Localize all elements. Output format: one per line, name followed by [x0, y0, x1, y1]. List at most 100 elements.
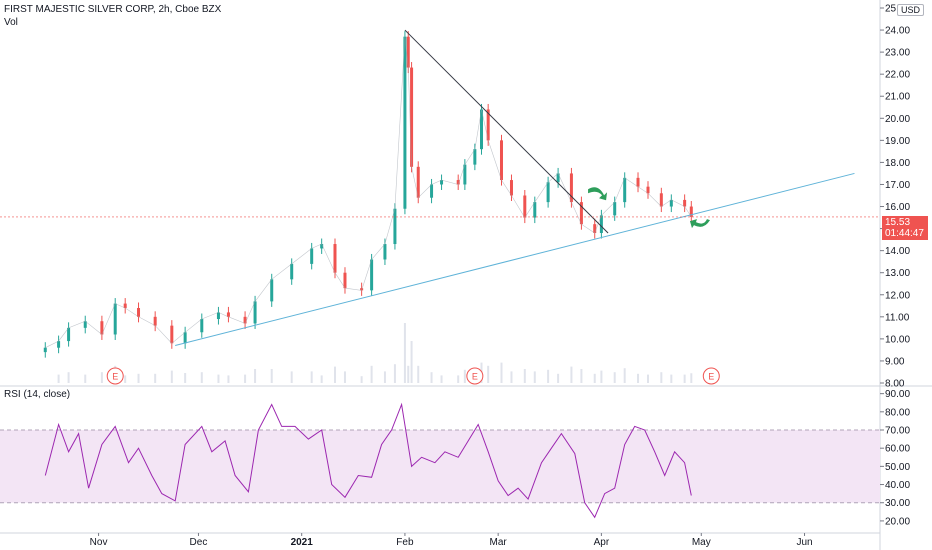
- chart-title: FIRST MAJESTIC SILVER CORP, 2h, Cboe BZX: [4, 4, 222, 15]
- candle-body: [290, 263, 294, 280]
- price-tick-label: 18.00: [885, 158, 910, 169]
- arrow-icon: [689, 219, 710, 229]
- volume-bar: [383, 371, 386, 383]
- candle-body: [440, 180, 444, 185]
- candle-body: [100, 321, 104, 335]
- volume-bar: [623, 368, 626, 383]
- volume-bar: [593, 373, 596, 383]
- candle-body: [613, 202, 617, 216]
- price-tick-label: 19.00: [885, 136, 910, 147]
- candle-body: [623, 177, 627, 203]
- earnings-marker-label: E: [112, 372, 118, 382]
- candle-body: [646, 186, 650, 194]
- price-tick-label: 21.00: [885, 92, 910, 103]
- time-tick-label: Nov: [90, 537, 108, 548]
- bar-countdown: 01:44:47: [885, 228, 924, 239]
- time-tick-label: 2021: [291, 537, 314, 548]
- candle-body: [243, 316, 247, 324]
- volume-bar: [500, 362, 503, 383]
- volume-label: Vol: [4, 17, 18, 28]
- volume-bar: [244, 374, 247, 383]
- time-tick-label: Dec: [190, 537, 208, 548]
- candle-body: [473, 149, 477, 165]
- volume-bar: [430, 372, 433, 383]
- candle-body: [216, 312, 220, 320]
- volume-bar: [457, 375, 460, 383]
- volume-bar: [254, 369, 257, 383]
- volume-bar: [310, 371, 313, 383]
- volume-bar: [523, 369, 526, 383]
- volume-bar: [227, 375, 230, 383]
- volume-bar: [440, 375, 443, 383]
- price-tick-label: 9.00: [885, 356, 905, 367]
- candle-body: [383, 244, 387, 260]
- candle-body: [403, 36, 407, 209]
- volume-bar: [290, 371, 293, 383]
- volume-bar: [557, 373, 560, 383]
- candle-body: [170, 325, 174, 344]
- candle-body: [556, 173, 560, 183]
- candle-body: [599, 215, 603, 233]
- volume-bar: [647, 374, 650, 383]
- volume-bar: [613, 372, 616, 383]
- volume-bar: [403, 323, 406, 383]
- price-tick-label: 20.00: [885, 114, 910, 125]
- volume-bar: [370, 365, 373, 383]
- volume-bar: [637, 373, 640, 383]
- rsi-tick-label: 50.00: [885, 462, 910, 473]
- candle-body: [669, 199, 673, 207]
- volume-bar: [683, 374, 686, 383]
- candle-body: [463, 164, 467, 185]
- volume-bar: [690, 373, 693, 383]
- volume-bar: [463, 369, 466, 383]
- candle-body: [636, 177, 640, 187]
- volume-bar: [57, 374, 60, 383]
- candle-body: [360, 288, 364, 291]
- volume-bar: [84, 374, 87, 383]
- candle-body: [569, 173, 573, 203]
- time-tick-label: Jun: [796, 537, 812, 548]
- candle-body: [546, 182, 550, 203]
- volume-bar: [510, 371, 513, 383]
- candle-body: [509, 180, 513, 196]
- candle-body: [123, 303, 127, 308]
- volume-bar: [137, 373, 140, 383]
- rsi-tick-label: 80.00: [885, 407, 910, 418]
- rsi-tick-label: 60.00: [885, 444, 910, 455]
- rsi-tick-label: 20.00: [885, 516, 910, 527]
- earnings-marker-label: E: [472, 372, 478, 382]
- rsi-band: [0, 430, 880, 503]
- candle-body: [113, 303, 117, 335]
- candle-body: [57, 341, 61, 348]
- time-tick-label: Feb: [396, 537, 414, 548]
- price-tick-label: 24.00: [885, 26, 910, 37]
- volume-bar: [570, 366, 573, 383]
- volume-bar: [533, 371, 536, 383]
- earnings-marker: [106, 367, 124, 385]
- volume-bar: [154, 373, 157, 383]
- price-badge: 15.53 01:44:47: [882, 216, 928, 240]
- volume-bar: [600, 370, 603, 383]
- volume-bar: [410, 341, 413, 383]
- arrow-icon: [588, 187, 608, 201]
- currency-button[interactable]: USD: [897, 4, 925, 16]
- volume-bar: [270, 369, 273, 383]
- volume-bar: [487, 365, 490, 383]
- price-tick-label: 10.00: [885, 334, 910, 345]
- candle-body: [393, 208, 397, 245]
- volume-bar: [124, 375, 127, 383]
- volume-bar: [393, 364, 396, 383]
- volume-bar: [320, 375, 323, 383]
- candle-body: [499, 140, 503, 181]
- volume-bar: [547, 369, 550, 383]
- candle-body: [226, 312, 230, 317]
- price-tick-label: 17.00: [885, 180, 910, 191]
- candle-body: [183, 332, 187, 344]
- volume-bar: [660, 372, 663, 383]
- price-tick-label: 23.00: [885, 48, 910, 59]
- price-tick-label: 8.00: [885, 379, 905, 390]
- trendline-upper: [404, 29, 609, 234]
- candle-body: [137, 308, 141, 317]
- volume-bar: [670, 374, 673, 383]
